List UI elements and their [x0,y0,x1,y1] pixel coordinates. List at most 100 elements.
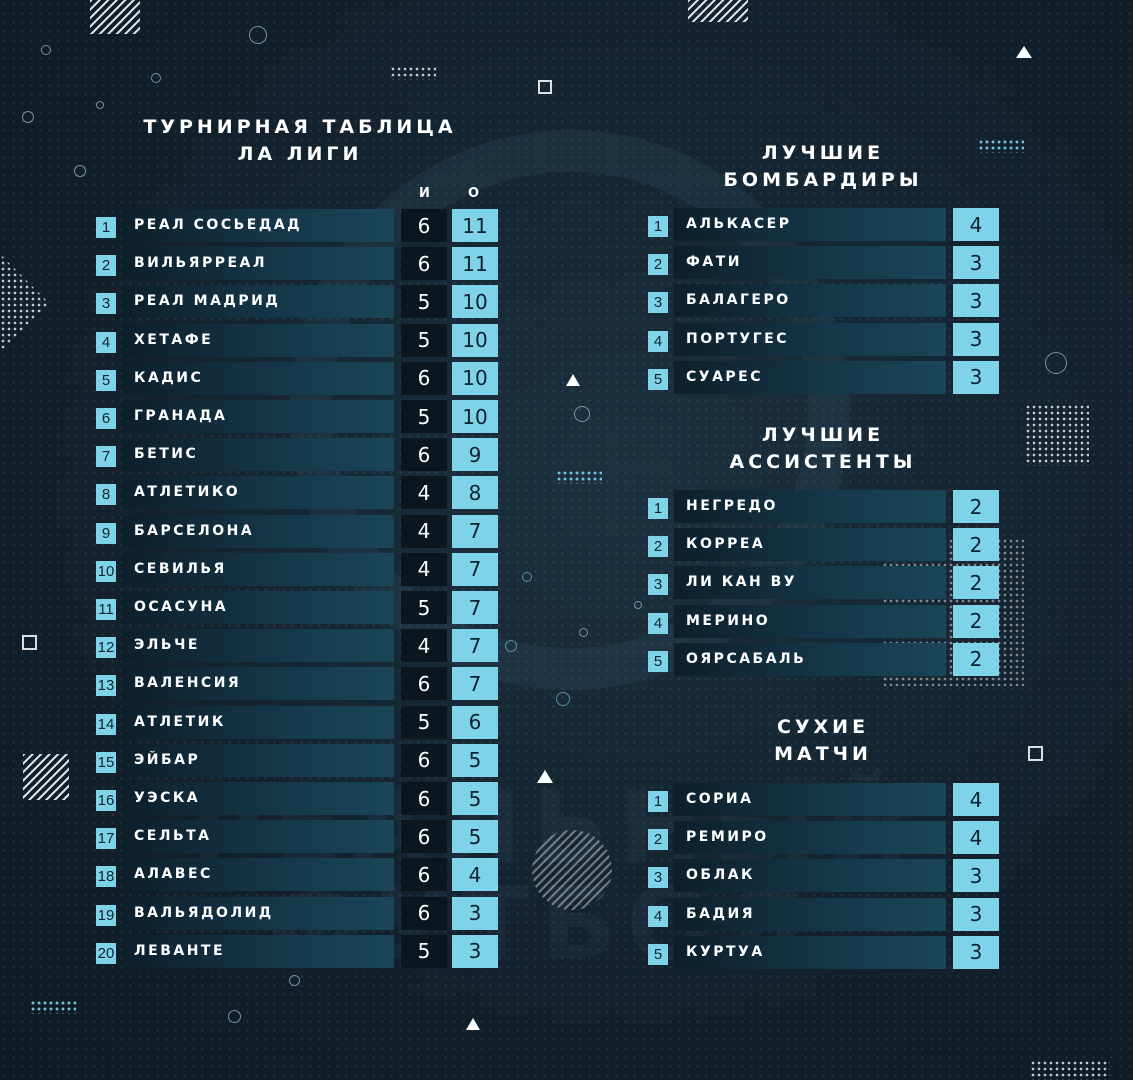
assists-title: ЛУЧШИЕ АССИСТЕНТЫ [648,422,998,476]
league-row: 4 ХЕТАФЕ 5 10 [96,323,498,357]
league-row: 14 АТЛЕТИК 5 6 [96,705,498,739]
games-played: 6 [401,209,447,242]
games-played: 6 [401,438,447,472]
player-name: МЕРИНО [686,612,771,629]
scorer-row: 5 СУАРЕС 3 [648,360,1000,394]
stat-value: 3 [953,322,999,356]
team-name-bar [122,361,394,395]
league-title-line2: ЛА ЛИГИ [237,143,363,165]
position-number: 4 [648,612,668,634]
assist-row: 2 КОРРЕА 2 [648,528,1000,562]
position-number: 7 [96,446,116,468]
position-number: 6 [96,408,116,429]
team-name-bar [122,285,394,319]
team-name: РЕАЛ СОСЬЕДАД [134,217,303,233]
player-name: НЕГРЕДО [686,498,778,514]
points-value: 5 [452,782,498,815]
circle-decoration [289,975,300,986]
position-number: 1 [648,498,668,519]
position-number: 1 [648,791,668,812]
clean-sheets-title: СУХИЕ МАТЧИ [648,714,998,768]
triangle-decoration [537,770,553,783]
position-number: 14 [96,713,116,735]
player-name: СОРИА [686,791,754,807]
league-row: 13 ВАЛЕНСИЯ 6 7 [96,667,498,701]
player-name: БАЛАГЕРО [686,292,791,309]
player-name-bar [674,360,946,394]
league-row: 12 ЭЛЬЧЕ 4 7 [96,629,498,663]
position-number: 10 [96,560,116,582]
team-name-bar [122,705,394,739]
position-number: 4 [648,905,668,927]
league-title-line1: ТУРНИРНАЯ ТАБЛИЦА [143,116,457,138]
circle-decoration [505,640,517,652]
position-number: 2 [648,254,668,276]
stat-value: 2 [953,528,999,562]
clean-sheet-row: 3 ОБЛАК 3 [648,859,1000,893]
games-played: 5 [401,705,447,739]
circle-decoration [522,572,532,582]
games-played: 5 [401,400,447,433]
dotgrid-decoration [390,66,436,80]
team-name-bar [122,591,394,624]
league-row: 10 СЕВИЛЬЯ 4 7 [96,552,498,586]
triangle-decoration [466,1018,480,1030]
points-value: 7 [452,667,498,701]
circle-decoration [74,165,86,177]
points-value: 8 [452,476,498,510]
striped-ball-decoration [532,830,612,910]
player-name: РЕМИРО [686,829,769,846]
player-name-bar [674,322,946,356]
player-name-bar [674,528,946,562]
league-row: 8 АТЛЕТИКО 4 8 [96,476,498,510]
player-name-bar [674,935,946,969]
games-played: 6 [401,361,447,395]
assist-row: 1 НЕГРЕДО 2 [648,490,1000,523]
position-number: 4 [648,330,668,352]
games-played: 5 [401,591,447,624]
player-name-bar [674,246,946,280]
dotgrid-decoration [1030,1060,1110,1080]
position-number: 4 [96,331,116,353]
games-played: 4 [401,476,447,510]
clean-sheet-row: 5 КУРТУА 3 [648,935,1000,969]
team-name: БЕТИС [134,446,199,463]
points-value: 9 [452,438,498,472]
player-name: ОБЛАК [686,867,755,884]
team-name-bar [122,209,394,242]
player-name: ПОРТУГЕС [686,330,789,347]
stripes-decoration [23,754,69,800]
stat-value: 4 [953,783,999,816]
stat-value: 3 [953,360,999,394]
stat-value: 4 [953,821,999,855]
games-column-header: И [419,186,430,201]
scorer-row: 4 ПОРТУГЕС 3 [648,322,1000,356]
position-number: 3 [648,867,668,889]
circle-decoration [22,111,34,123]
games-played: 6 [401,247,447,281]
league-row: 5 КАДИС 6 10 [96,361,498,395]
games-played: 4 [401,514,447,548]
assists-title-line2: АССИСТЕНТЫ [729,451,917,473]
league-row: 6 ГРАНАДА 5 10 [96,400,498,433]
points-value: 3 [452,896,498,930]
player-name-bar [674,208,946,241]
assist-row: 4 МЕРИНО 2 [648,604,1000,638]
stripes-decoration [90,0,140,34]
position-number: 5 [648,368,668,390]
position-number: 8 [96,484,116,506]
points-value: 6 [452,705,498,739]
team-name-bar [122,934,394,968]
games-played: 5 [401,323,447,357]
position-number: 15 [96,751,116,773]
triangle-decoration [1016,46,1032,58]
position-number: 1 [96,217,116,238]
games-played: 6 [401,782,447,815]
points-column-header: О [468,186,480,201]
team-name: ЭЙБАР [134,751,201,768]
league-row: 19 ВАЛЬЯДОЛИД 6 3 [96,896,498,930]
games-played: 4 [401,629,447,663]
circle-decoration [96,101,104,109]
stat-value: 3 [953,935,999,969]
league-row: 17 СЕЛЬТА 6 5 [96,820,498,854]
